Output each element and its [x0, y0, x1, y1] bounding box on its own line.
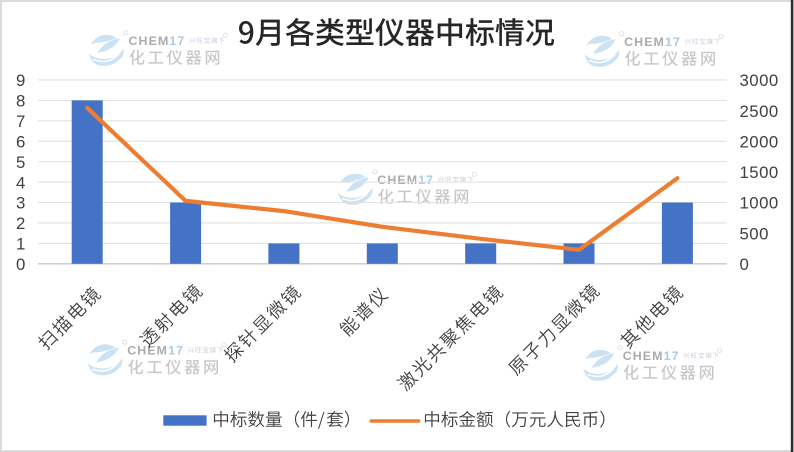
- svg-text:2: 2: [16, 214, 25, 233]
- svg-text:CHEM17: CHEM17: [624, 35, 681, 49]
- svg-text:0: 0: [740, 255, 750, 274]
- svg-text:1000: 1000: [740, 194, 779, 213]
- svg-text:3: 3: [16, 194, 25, 213]
- svg-text:0: 0: [16, 255, 25, 274]
- svg-text:1500: 1500: [740, 163, 779, 182]
- svg-text:3000: 3000: [740, 71, 779, 90]
- svg-text:1: 1: [16, 235, 25, 254]
- svg-text:9: 9: [16, 71, 25, 90]
- svg-text:CHEM17: CHEM17: [127, 344, 184, 358]
- svg-text:6: 6: [16, 132, 25, 151]
- svg-text:4: 4: [16, 173, 25, 192]
- svg-text:CHEM17: CHEM17: [623, 349, 680, 363]
- svg-text:2500: 2500: [740, 102, 779, 121]
- svg-text:CHEM17: CHEM17: [129, 34, 186, 48]
- svg-text:5: 5: [16, 153, 25, 172]
- svg-text:CHEM17: CHEM17: [377, 173, 434, 187]
- svg-text:7: 7: [16, 112, 25, 131]
- svg-text:8: 8: [16, 92, 25, 111]
- svg-text:2000: 2000: [740, 132, 779, 151]
- svg-text:500: 500: [740, 224, 769, 243]
